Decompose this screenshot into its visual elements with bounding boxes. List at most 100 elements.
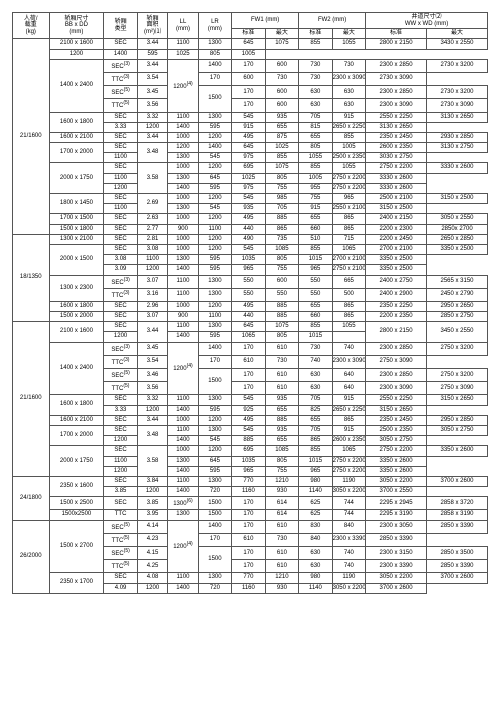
cell-ll: 1300 bbox=[168, 510, 198, 520]
cell-bbdd: 2000 x 1750 bbox=[49, 446, 104, 477]
cell-type: SEC(5) bbox=[104, 547, 137, 560]
cell-fw1-max: 885 bbox=[265, 301, 298, 311]
cell-fw1-std: 550 bbox=[232, 275, 265, 288]
cell-ww-std: 2700 x 2100 bbox=[366, 244, 427, 254]
cell-ww-max: 3150 x 2500 bbox=[366, 204, 427, 214]
cell-ww-max: 3130 x 2750 bbox=[427, 143, 488, 153]
hdr-ww-max: 最大 bbox=[427, 29, 488, 39]
cell-type: SEC bbox=[104, 194, 137, 204]
table-row: 1500x2500TTC3.95130015001706146257442295… bbox=[13, 510, 488, 520]
cell-type: SEC(5) bbox=[104, 86, 137, 99]
cell-lr: 1400 bbox=[168, 583, 198, 593]
cell-type: SEC bbox=[104, 322, 137, 332]
cell-ww-max: 3330 x 2600 bbox=[366, 173, 427, 183]
cell-fw2-std: 755 bbox=[265, 466, 298, 476]
cell-fw1-max: 915 bbox=[232, 122, 265, 132]
cell-load: 24/1800 bbox=[13, 476, 50, 520]
cell-fw1-std: 545 bbox=[198, 436, 231, 446]
cell-ww-max: 3150 x 2500 bbox=[427, 194, 488, 204]
cell-ll: 1100 bbox=[168, 39, 198, 49]
cell-fw1-std: 595 bbox=[137, 49, 167, 59]
cell-ww-max: 2730 x 3090 bbox=[427, 99, 488, 112]
cell-fw2-max: 865 bbox=[332, 224, 365, 234]
cell-lr: 1300 bbox=[198, 288, 231, 301]
cell-fw2-max: 500 bbox=[332, 288, 365, 301]
cell-area: 4.23 bbox=[137, 533, 167, 546]
cell-bbdd: 2000 x 1500 bbox=[49, 244, 104, 275]
cell-fw2-std: 655 bbox=[299, 415, 332, 425]
cell-ww-max: 3700 x 2600 bbox=[427, 476, 488, 486]
cell-fw2-std: 980 bbox=[299, 573, 332, 583]
cell-fw2-std: 730 bbox=[265, 355, 298, 368]
cell-ww-max: 2850 x 3390 bbox=[366, 533, 427, 546]
cell-fw2-std: 730 bbox=[265, 72, 298, 85]
cell-ll: 900 bbox=[168, 312, 198, 322]
cell-ww-max: 3700 x 2600 bbox=[366, 583, 427, 593]
cell-ww-max: 3350 x 2600 bbox=[366, 466, 427, 476]
cell-ww-max: 3350 x 2500 bbox=[366, 265, 427, 275]
cell-fw2-max: 1055 bbox=[332, 163, 365, 173]
hdr-fw2-max: 最大 bbox=[332, 29, 365, 39]
hdr-fw1-std: 标准 bbox=[232, 29, 265, 39]
cell-fw2-max: 1190 bbox=[332, 573, 365, 583]
cell-ww-std: 2300 x 2850 bbox=[366, 369, 427, 382]
cell-fw2-max: 965 bbox=[299, 466, 332, 476]
cell-fw2-max: 740 bbox=[332, 560, 365, 573]
cell-lr: 1500 bbox=[198, 497, 231, 510]
cell-area: 3.44 bbox=[137, 39, 167, 49]
cell-lr: 1400 bbox=[168, 332, 198, 342]
cell-bbdd: 2100 x 1600 bbox=[49, 39, 104, 49]
cell-fw1-std: 170 bbox=[232, 382, 265, 395]
cell-bbdd: 1500 x 2500 bbox=[49, 497, 104, 510]
cell-lr: 1200 bbox=[198, 132, 231, 142]
cell-fw2-std: 625 bbox=[299, 497, 332, 510]
cell-fw2-std: 805 bbox=[265, 456, 298, 466]
cell-ww-max: 2750 x 3200 bbox=[427, 342, 488, 355]
table-row: 1600 x 2100SEC3.441000120049588565586523… bbox=[13, 415, 488, 425]
cell-fw2-std: 630 bbox=[299, 547, 332, 560]
cell-fw1-std: 495 bbox=[232, 214, 265, 224]
cell-fw2-std: 630 bbox=[299, 560, 332, 573]
cell-bbdd: 1800 x 1450 bbox=[49, 194, 104, 214]
cell-ww-max: 3130 x 2650 bbox=[427, 112, 488, 122]
cell-ww-std: 2550 x 2100 bbox=[332, 204, 365, 214]
cell-fw2-std: 510 bbox=[299, 234, 332, 244]
cell-ww-std: 2300 x 3050 bbox=[366, 520, 427, 533]
cell-lr: 1400 bbox=[198, 520, 231, 533]
cell-ll: 1100 bbox=[168, 112, 198, 122]
cell-fw2-std: 830 bbox=[299, 520, 332, 533]
cell-fw1-max: 1075 bbox=[265, 322, 298, 332]
cell-area: 3.46 bbox=[137, 369, 167, 382]
cell-fw2-max: 865 bbox=[299, 436, 332, 446]
cell-fw2-std: 550 bbox=[299, 275, 332, 288]
table-row: 1700 x 1500SEC2.631000120049588565586524… bbox=[13, 214, 488, 224]
cell-lr: 1400 bbox=[104, 49, 137, 59]
cell-ww-max: 2850 x 3390 bbox=[427, 520, 488, 533]
table-row: 1500 x 1800SEC2.779001100440865660865220… bbox=[13, 224, 488, 234]
cell-ww-std: 2750 x 2200 bbox=[332, 183, 365, 193]
cell-ll: 1100 bbox=[168, 425, 198, 435]
cell-type: SEC bbox=[104, 446, 137, 456]
cell-fw1-std: 595 bbox=[198, 332, 231, 342]
cell-area: 3.07 bbox=[137, 275, 167, 288]
cell-area: 3.08 bbox=[137, 244, 167, 254]
spec-table: 人荷/载重(kg) 轿厢尺寸BB x DD(mm) 轿厢类型 轿厢面积(m²)⑴… bbox=[12, 12, 488, 594]
cell-fw2-max: 1065 bbox=[332, 244, 365, 254]
cell-fw2-std: 655 bbox=[299, 132, 332, 142]
cell-fw2-max: 915 bbox=[299, 204, 332, 214]
cell-ll: 1000 bbox=[168, 214, 198, 224]
cell-fw2-std: 655 bbox=[299, 301, 332, 311]
cell-fw1-std: 170 bbox=[232, 547, 265, 560]
cell-fw2-max: 1015 bbox=[299, 332, 332, 342]
cell-fw1-max: 935 bbox=[265, 395, 298, 405]
cell-ww-std: 2600 x 2350 bbox=[366, 143, 427, 153]
table-row: 2000 x 1500SEC3.081000120054510858551065… bbox=[13, 244, 488, 254]
cell-type: SEC bbox=[104, 224, 137, 234]
cell-ll: 1200 bbox=[137, 405, 167, 415]
cell-bbdd: 1300 x 2300 bbox=[49, 275, 104, 301]
cell-fw1-max: 1025 bbox=[168, 49, 198, 59]
cell-fw1-std: 770 bbox=[232, 476, 265, 486]
cell-ll: 1200(4) bbox=[168, 342, 198, 395]
cell-fw2-max: 865 bbox=[332, 301, 365, 311]
cell-lr: 1200 bbox=[198, 234, 231, 244]
